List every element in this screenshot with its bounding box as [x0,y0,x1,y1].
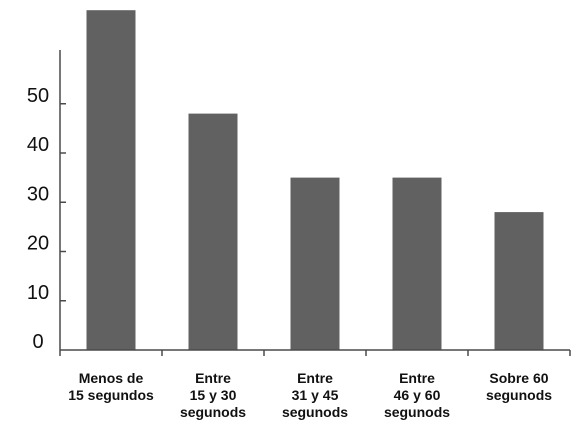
x-tick-label-2: Entre 15 y 30 segunods [180,370,246,420]
x-tick-label-4-line-2: 46 y 60 [394,387,441,403]
x-tick-label-3: Entre 31 y 45 segunods [282,370,348,420]
x-tick-label-2-line-2: 15 y 30 [190,387,237,403]
bar-3 [290,177,340,350]
bar-5 [494,212,544,350]
bar-4 [392,177,442,350]
x-tick-label-4-line-3: segunods [384,404,450,420]
y-tick-label-0: 0 [32,331,43,353]
bar-1 [86,10,136,350]
x-tick-label-4: Entre 46 y 60 segunods [384,370,450,420]
x-tick-label-1: Menos de 15 segundos [68,370,154,403]
x-tick-label-2-line-3: segunods [180,404,246,420]
bars-layer [86,10,544,350]
y-tick-label-50: 50 [27,85,49,107]
y-tick-label-30: 30 [27,183,49,205]
x-tick-label-4-line-1: Entre [399,370,435,386]
x-tick-label-2-line-1: Entre [195,370,231,386]
y-tick-label-10: 10 [27,282,49,304]
x-tick-label-3-line-1: Entre [297,370,333,386]
x-tick-label-5: Sobre 60 segunods [486,370,552,403]
bar-2 [188,113,238,350]
x-tick-label-1-line-2: 15 segundos [68,387,154,403]
x-tick-label-5-line-1: Sobre 60 [489,370,548,386]
y-tick-label-20: 20 [27,233,49,255]
y-tick-label-40: 40 [27,134,49,156]
x-tick-label-1-line-1: Menos de [79,370,144,386]
x-tick-label-5-line-2: segunods [486,387,552,403]
x-tick-label-3-line-2: 31 y 45 [292,387,339,403]
x-tick-label-3-line-3: segunods [282,404,348,420]
axes-layer [59,50,571,356]
